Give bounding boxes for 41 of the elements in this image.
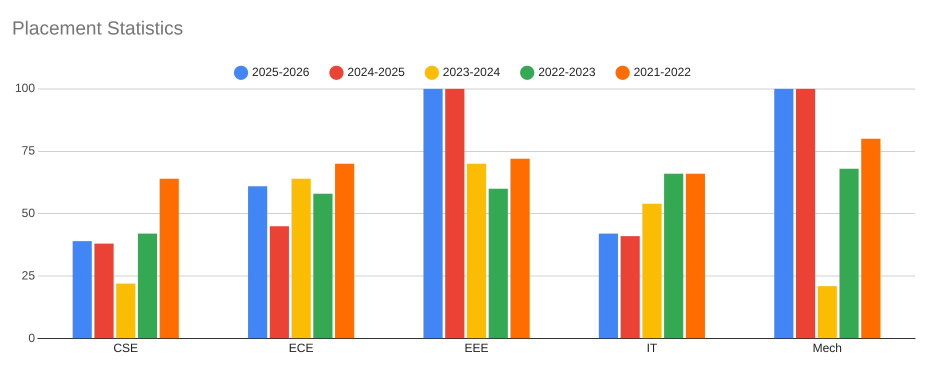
bar <box>686 174 705 338</box>
x-tick-label: Mech <box>812 341 842 356</box>
x-tick-label: ECE <box>288 341 314 356</box>
bar <box>488 188 508 338</box>
bar <box>248 186 268 338</box>
y-tick-label: 25 <box>22 268 36 282</box>
legend-label: 2021-2022 <box>634 65 692 80</box>
x-tick-label: EEE <box>464 341 489 356</box>
y-tick-label: 100 <box>14 81 36 96</box>
bar <box>664 174 684 338</box>
legend-label: 2023-2024 <box>442 65 501 80</box>
chart-title: Placement Statistics <box>12 18 184 40</box>
bar <box>861 138 880 338</box>
bar <box>466 164 486 338</box>
bar <box>313 194 332 338</box>
y-tick-label: 0 <box>28 330 36 345</box>
bar <box>138 234 158 338</box>
bar <box>796 88 816 338</box>
bar <box>774 88 794 338</box>
bar <box>818 286 837 338</box>
legend-label: 2025-2026 <box>252 65 310 80</box>
x-tick-label: CSE <box>113 341 138 356</box>
bar <box>423 88 443 338</box>
x-tick-label: IT <box>646 341 658 356</box>
bar <box>72 241 92 338</box>
y-tick-label: 50 <box>22 206 36 220</box>
bar <box>642 204 662 338</box>
bar <box>94 244 114 338</box>
bar <box>839 168 859 338</box>
legend-label: 2022-2023 <box>538 65 596 80</box>
y-tick-label: 75 <box>22 144 36 158</box>
bar <box>445 88 464 338</box>
legend-label: 2024-2025 <box>347 65 406 80</box>
bar <box>292 178 311 338</box>
bar <box>335 164 354 338</box>
bar <box>620 236 640 338</box>
bar <box>510 158 530 338</box>
bar <box>116 284 136 338</box>
bar <box>598 234 618 338</box>
bar <box>160 178 179 338</box>
bar <box>270 226 289 338</box>
